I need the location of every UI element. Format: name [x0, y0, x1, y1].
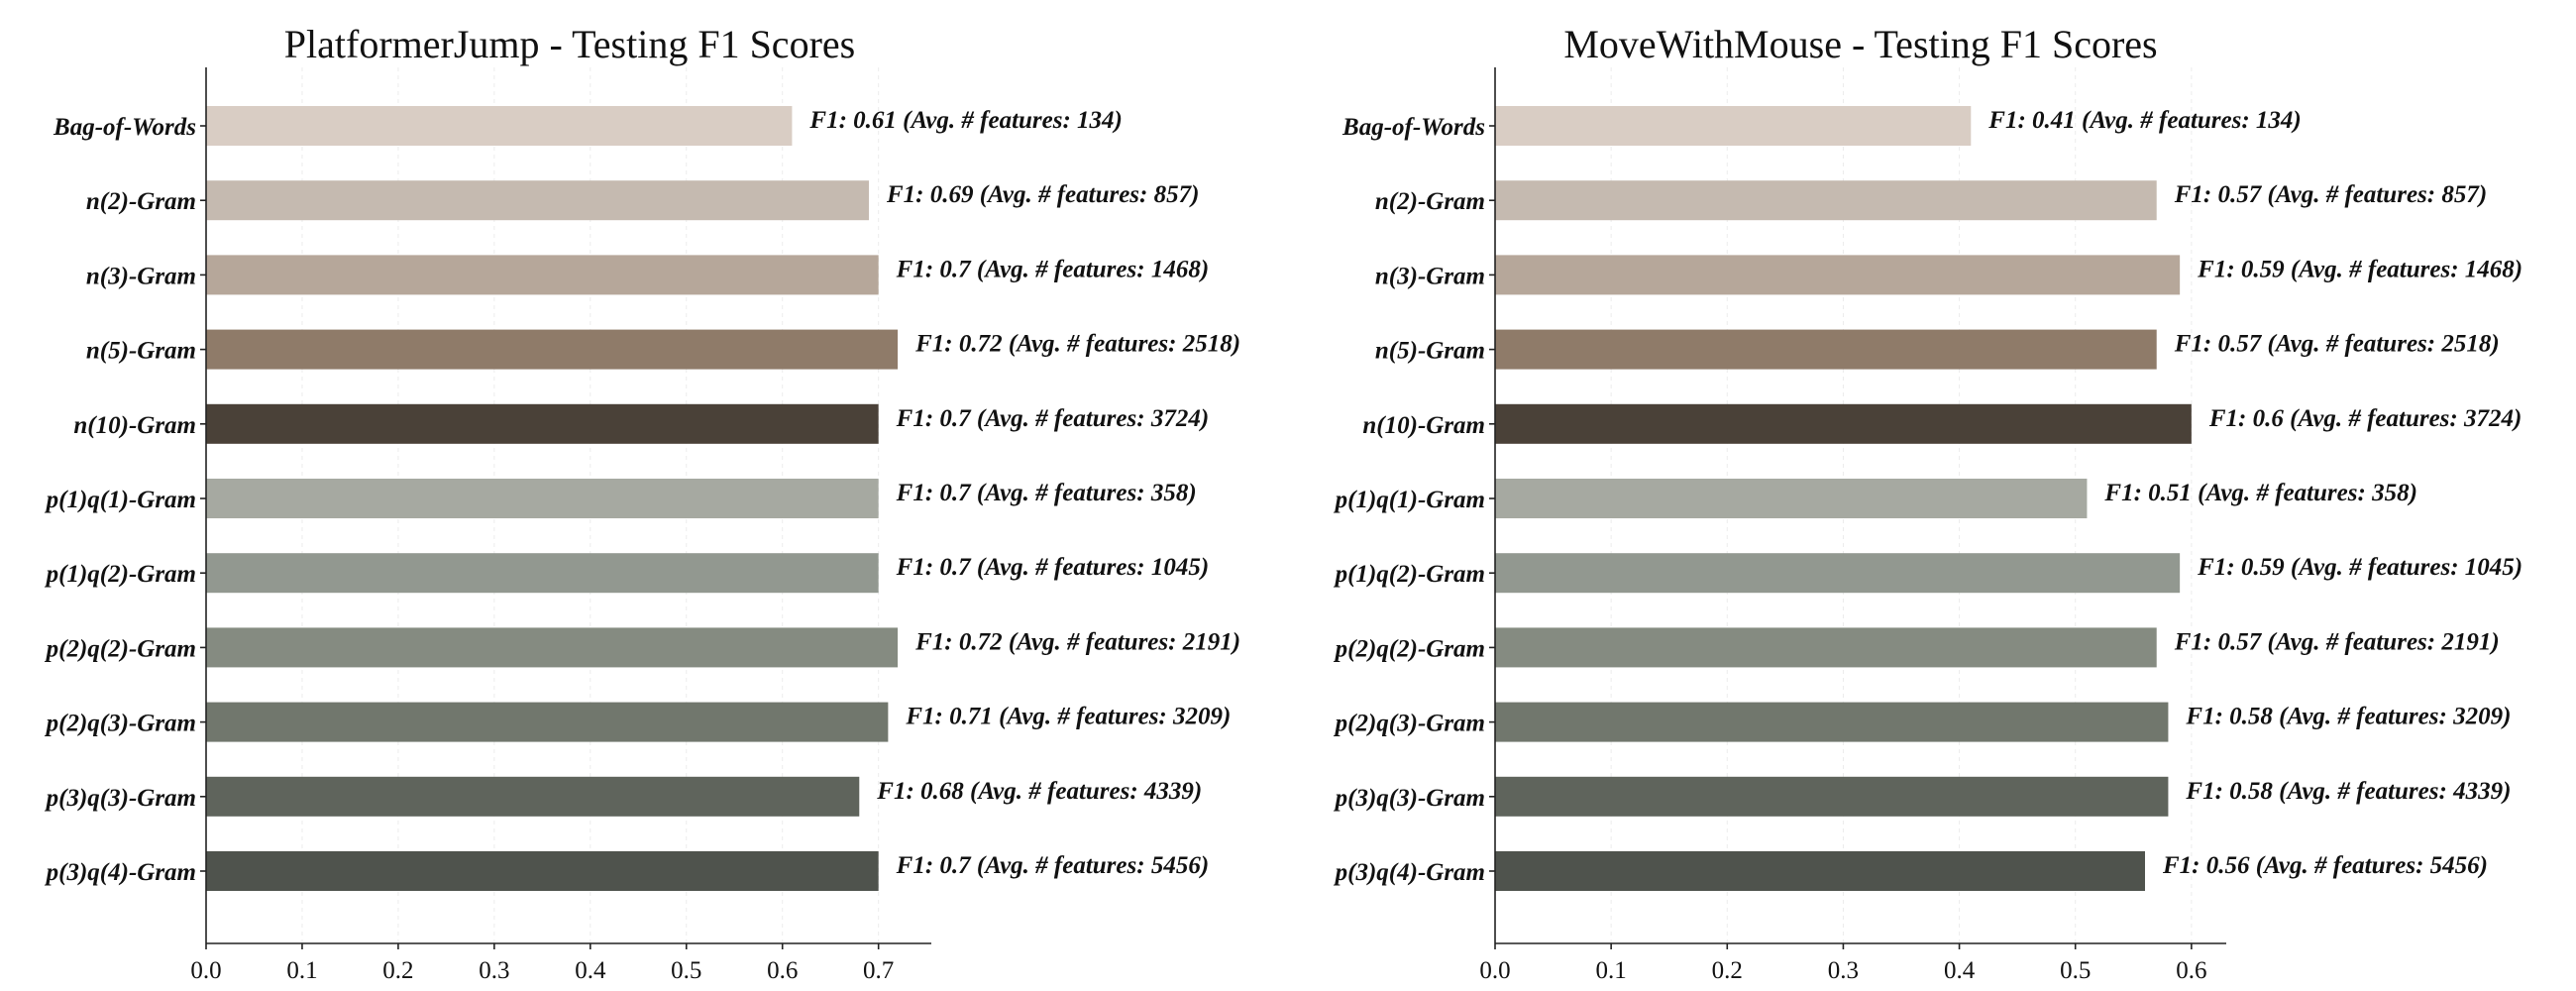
bar	[206, 329, 899, 370]
bar	[1495, 180, 2157, 221]
bar	[206, 553, 879, 594]
category-label: n(5)-Gram	[86, 338, 196, 365]
platformerjump-chart: PlatformerJump - Testing F1 Scores Bag-of…	[45, 22, 1240, 984]
bar	[206, 106, 793, 146]
bar	[206, 776, 860, 817]
data-label: F1: 0.57 (Avg. # features: 2518)	[2174, 331, 2500, 358]
bar	[206, 702, 889, 742]
category-label: n(10)-Gram	[73, 412, 196, 439]
category-label: Bag-of-Words	[1342, 114, 1485, 141]
x-tick-label: 0.1	[1596, 957, 1627, 984]
x-tick-label: 0.3	[479, 957, 509, 984]
category-label: p(3)q(3)-Gram	[45, 785, 196, 812]
category-label: p(1)q(2)-Gram	[45, 561, 196, 588]
x-tick-label: 0.1	[286, 957, 317, 984]
x-tick-label: 0.4	[1944, 957, 1976, 984]
x-tick-label: 0.5	[671, 957, 701, 984]
category-label: p(2)q(3)-Gram	[45, 711, 196, 737]
category-label: n(3)-Gram	[1375, 263, 1485, 289]
category-label: p(2)q(2)-Gram	[1334, 635, 1485, 662]
category-label: p(1)q(2)-Gram	[1334, 561, 1485, 588]
movewithmouse-chart: MoveWithMouse - Testing F1 Scores Bag-of-…	[1334, 22, 2522, 984]
data-label: F1: 0.72 (Avg. # features: 2191)	[914, 628, 1240, 655]
data-label: F1: 0.72 (Avg. # features: 2518)	[914, 331, 1240, 358]
x-tick-label: 0.4	[575, 957, 606, 984]
chart-title: MoveWithMouse - Testing F1 Scores	[1563, 22, 2157, 66]
data-label: F1: 0.59 (Avg. # features: 1045)	[2197, 554, 2522, 581]
category-label: n(2)-Gram	[86, 188, 196, 215]
data-label: F1: 0.57 (Avg. # features: 857)	[2174, 181, 2487, 208]
x-tick-label: 0.0	[190, 957, 221, 984]
x-tick-label: 0.6	[2176, 957, 2206, 984]
bar	[206, 627, 899, 668]
data-label: F1: 0.56 (Avg. # features: 5456)	[2162, 852, 2488, 879]
data-label: F1: 0.69 (Avg. # features: 857)	[886, 181, 1199, 208]
chart-title: PlatformerJump - Testing F1 Scores	[284, 22, 855, 66]
data-label: F1: 0.61 (Avg. # features: 134)	[808, 107, 1122, 134]
data-label: F1: 0.68 (Avg. # features: 4339)	[876, 778, 1202, 805]
bar	[1495, 255, 2181, 295]
bar	[206, 479, 879, 518]
category-label: n(3)-Gram	[86, 263, 196, 289]
bar	[1495, 702, 2169, 742]
bar	[206, 403, 879, 444]
category-label: p(3)q(4)-Gram	[45, 859, 196, 886]
bar	[1495, 776, 2169, 817]
data-label: F1: 0.41 (Avg. # features: 134)	[1987, 107, 2301, 134]
data-label: F1: 0.7 (Avg. # features: 3724)	[896, 405, 1209, 432]
bar	[206, 180, 869, 221]
category-label: p(3)q(3)-Gram	[1334, 785, 1485, 812]
bar	[1495, 553, 2181, 594]
category-label: p(2)q(2)-Gram	[45, 635, 196, 662]
x-tick-label: 0.6	[767, 957, 798, 984]
category-label: n(10)-Gram	[1362, 412, 1485, 439]
bar	[1495, 329, 2157, 370]
bar	[1495, 403, 2192, 444]
x-tick-label: 0.2	[382, 957, 413, 984]
category-label: n(2)-Gram	[1375, 188, 1485, 215]
bar	[1495, 627, 2157, 668]
data-label: F1: 0.7 (Avg. # features: 1468)	[896, 256, 1209, 282]
bar	[1495, 479, 2088, 518]
x-tick-label: 0.7	[863, 957, 894, 984]
x-tick-label: 0.2	[1712, 957, 1743, 984]
data-label: F1: 0.7 (Avg. # features: 1045)	[896, 554, 1209, 581]
data-label: F1: 0.6 (Avg. # features: 3724)	[2208, 405, 2522, 432]
bar	[1495, 106, 1972, 146]
x-tick-label: 0.0	[1479, 957, 1510, 984]
category-label: p(1)q(1)-Gram	[1334, 487, 1485, 513]
data-label: F1: 0.58 (Avg. # features: 3209)	[2185, 704, 2511, 730]
data-label: F1: 0.57 (Avg. # features: 2191)	[2174, 628, 2500, 655]
bar	[206, 851, 879, 891]
data-label: F1: 0.7 (Avg. # features: 358)	[896, 480, 1197, 506]
bar	[1495, 851, 2145, 891]
category-label: p(2)q(3)-Gram	[1334, 711, 1485, 737]
data-label: F1: 0.7 (Avg. # features: 5456)	[896, 852, 1209, 879]
data-label: F1: 0.59 (Avg. # features: 1468)	[2197, 256, 2522, 282]
x-tick-label: 0.5	[2060, 957, 2091, 984]
data-label: F1: 0.58 (Avg. # features: 4339)	[2185, 778, 2511, 805]
category-label: p(1)q(1)-Gram	[45, 487, 196, 513]
data-label: F1: 0.71 (Avg. # features: 3209)	[905, 704, 1231, 730]
category-label: n(5)-Gram	[1375, 338, 1485, 365]
bar	[206, 255, 879, 295]
x-tick-label: 0.3	[1828, 957, 1859, 984]
data-label: F1: 0.51 (Avg. # features: 358)	[2103, 480, 2416, 506]
category-label: Bag-of-Words	[53, 114, 196, 141]
category-label: p(3)q(4)-Gram	[1334, 859, 1485, 886]
